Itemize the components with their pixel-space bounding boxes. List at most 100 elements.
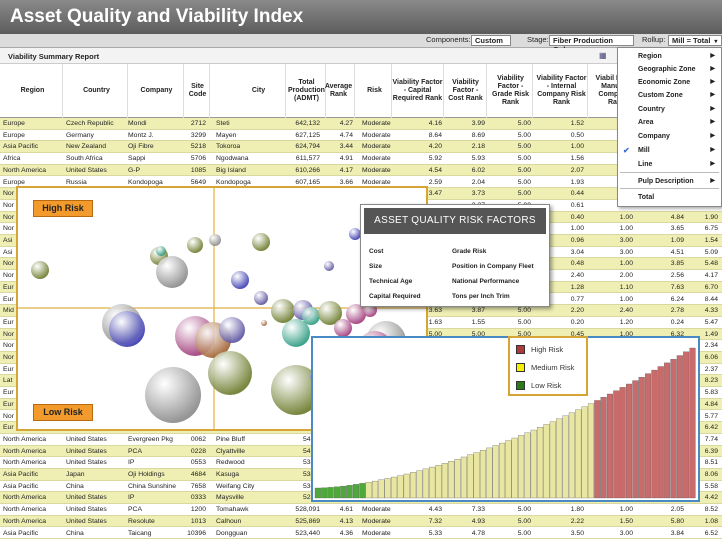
table-row[interactable]: North America United States PCA 1200 Tomahaw… (0, 504, 722, 516)
table-cell: Big Island (216, 166, 246, 174)
table-cell: 2.18 (471, 143, 485, 151)
risk-bar (664, 362, 671, 499)
table-cell: 5.00 (517, 529, 531, 537)
bubble (31, 261, 49, 279)
table-cell: 5.09 (704, 248, 718, 256)
risk-bar (391, 476, 398, 499)
table-cell: Nor (3, 201, 14, 209)
menu-item-company[interactable]: Company ▶ (618, 130, 721, 143)
table-cell: Tokoroa (216, 143, 241, 151)
menu-item-mill[interactable]: Mill ▶ ✔ (618, 144, 721, 157)
risk-bar (581, 406, 588, 499)
table-row[interactable]: Europe Germany Montz J. 3299 Mayen 627,125 4.7… (0, 129, 722, 142)
table-cell: Japan (66, 471, 85, 478)
rollup-select[interactable]: Mill = Total ▾ (668, 35, 722, 46)
bubble (156, 246, 166, 256)
table-cell: China (66, 482, 84, 490)
column-header[interactable]: Risk (358, 64, 392, 118)
chevron-right-icon: ▶ (710, 92, 715, 98)
table-row[interactable]: Asia Pacific China Taicang 10396 Dongguan 523… (0, 527, 722, 540)
menu-item-line[interactable]: Line ▶ (618, 158, 721, 171)
column-header[interactable]: Region (3, 64, 63, 118)
menu-item-country[interactable]: Country ▶ (618, 103, 721, 116)
table-cell: 5.47 (704, 318, 718, 326)
menu-item-pulp-description[interactable]: Pulp Description ▶ (618, 175, 721, 188)
table-cell: 4.27 (339, 120, 353, 127)
column-header[interactable]: Total Production (ADMT) (288, 64, 326, 118)
column-header[interactable]: Company (130, 64, 184, 118)
table-cell: 5.58 (704, 482, 718, 490)
table-cell: 0.50 (570, 131, 584, 139)
menu-item-custom-zone[interactable]: Custom Zone ▶ (618, 89, 721, 102)
menu-separator (620, 188, 719, 189)
table-row[interactable]: Europe Czech Republic Mondi 2712 Steti 642,13… (0, 118, 722, 130)
risk-bar (333, 486, 340, 499)
table-row[interactable]: Africa South Africa Sappi 5706 Ngodwana 611,5… (0, 153, 722, 165)
table-cell: 3.44 (339, 143, 353, 151)
bubble (156, 256, 188, 288)
table-cell: 4.16 (428, 120, 442, 127)
table-cell: 2.56 (670, 272, 684, 280)
legend-label: High Risk (531, 345, 564, 354)
table-cell: 5.00 (517, 307, 531, 315)
chevron-right-icon: ▶ (710, 178, 715, 184)
risk-bar (416, 470, 423, 499)
risk-bar (537, 427, 544, 499)
risk-bar (556, 418, 563, 499)
components-select[interactable]: Custom▾ (471, 35, 511, 54)
export-icon[interactable]: ▦ (599, 51, 607, 60)
column-header[interactable]: Site Code (186, 64, 210, 118)
table-cell: 4.61 (339, 506, 353, 514)
bubble (349, 228, 361, 240)
stage-select[interactable]: Fiber Production Only▾ (549, 35, 634, 54)
table-cell: Eur (3, 295, 14, 303)
menu-item-label: Pulp Description (638, 178, 694, 185)
table-cell: 1.08 (704, 517, 718, 525)
column-header[interactable]: Viability Factor - Capital Required Rank (392, 64, 444, 118)
column-header[interactable]: Country (66, 64, 128, 118)
menu-item-label: Total (638, 194, 655, 201)
menu-item-total[interactable]: Total (618, 191, 721, 204)
column-header[interactable]: Viability Factor - Cost Rank (445, 64, 487, 118)
table-cell: Asia Pacific (3, 143, 39, 151)
table-cell: 3.84 (670, 529, 684, 537)
menu-item-geographic-zone[interactable]: Geographic Zone ▶ (618, 63, 721, 76)
table-cell: 1.09 (670, 237, 684, 244)
table-cell: 2.20 (570, 307, 584, 315)
risk-bar (460, 456, 467, 499)
risk-bar (625, 383, 633, 499)
menu-separator (620, 172, 719, 173)
table-cell: 0.77 (570, 295, 584, 303)
column-header[interactable]: Viability Factor - Internal Company Risk… (536, 64, 588, 118)
bubble (208, 351, 252, 395)
bubble (109, 311, 145, 347)
table-cell: 0228 (190, 447, 206, 455)
risk-bar (619, 387, 626, 499)
table-cell: Lat (3, 377, 13, 385)
table-cell: 8.51 (704, 459, 718, 467)
table-cell: Czech Republic (66, 120, 114, 127)
table-row[interactable]: North America United States Resolute 1013 Ca… (0, 515, 722, 528)
table-cell: Nor (3, 412, 14, 420)
table-cell: 4.84 (704, 400, 718, 408)
table-cell: 4.36 (339, 529, 353, 537)
table-cell: 0.96 (570, 237, 584, 244)
menu-item-area[interactable]: Area ▶ (618, 116, 721, 129)
chevron-right-icon: ▶ (710, 133, 715, 139)
table-row[interactable]: North America United States G-P 1085 Big Isl… (0, 164, 722, 177)
risk-bar (543, 424, 550, 499)
table-cell: 5.80 (670, 517, 684, 525)
table-cell: 6.52 (704, 529, 718, 537)
risk-bar (327, 487, 334, 499)
menu-item-economic-zone[interactable]: Economic Zone ▶ (618, 76, 721, 89)
column-header[interactable]: Viability Factor - Grade Risk Rank (489, 64, 533, 118)
legend-swatch (516, 345, 525, 354)
table-row[interactable]: Asia Pacific New Zealand Oji Fibre 5218 Toko… (0, 141, 722, 154)
column-header[interactable]: City (232, 64, 286, 118)
table-cell: 2.40 (570, 272, 584, 280)
table-cell: 5649 (190, 178, 206, 186)
column-header[interactable]: Average Rank (323, 64, 355, 118)
menu-item-region[interactable]: Region ▶ (618, 50, 721, 63)
table-cell: 0.40 (570, 213, 584, 221)
table-cell: 4.74 (339, 131, 353, 139)
